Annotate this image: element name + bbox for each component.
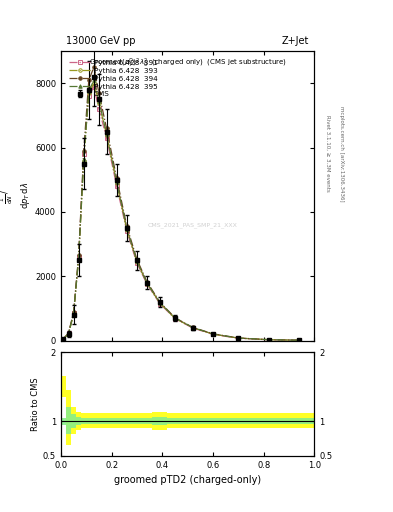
Pythia 6.428  393 xyxy=(190,325,195,331)
Pythia 6.428  393 xyxy=(76,255,81,262)
Pythia 6.428  391 xyxy=(125,228,129,234)
Line: Pythia 6.428  394: Pythia 6.428 394 xyxy=(62,66,301,342)
Pythia 6.428  395 xyxy=(114,179,119,185)
Text: 13000 GeV pp: 13000 GeV pp xyxy=(66,36,136,46)
Pythia 6.428  395 xyxy=(158,300,162,306)
Text: Groomed$(p_T^D)^2\lambda_0^2$  (charged only)  (CMS jet substructure): Groomed$(p_T^D)^2\lambda_0^2$ (charged o… xyxy=(88,57,287,70)
Text: CMS_2021_PAS_SMP_21_XXX: CMS_2021_PAS_SMP_21_XXX xyxy=(148,222,238,228)
Pythia 6.428  395 xyxy=(125,226,129,232)
Pythia 6.428  391 xyxy=(97,106,101,112)
Pythia 6.428  391 xyxy=(104,135,109,141)
Pythia 6.428  393 xyxy=(135,259,140,265)
Pythia 6.428  394 xyxy=(66,330,71,336)
Pythia 6.428  393 xyxy=(236,335,241,341)
Text: mcplots.cern.ch [arXiv:1306.3436]: mcplots.cern.ch [arXiv:1306.3436] xyxy=(340,106,344,201)
Text: Rivet 3.1.10, ≥ 3.3M events: Rivet 3.1.10, ≥ 3.3M events xyxy=(326,115,331,192)
Pythia 6.428  394 xyxy=(145,279,149,285)
Pythia 6.428  394 xyxy=(61,336,66,342)
Pythia 6.428  394 xyxy=(71,309,76,315)
Line: Pythia 6.428  395: Pythia 6.428 395 xyxy=(62,78,301,342)
Pythia 6.428  395 xyxy=(236,335,241,341)
Pythia 6.428  394 xyxy=(86,77,91,83)
Pythia 6.428  391 xyxy=(61,335,66,342)
Pythia 6.428  391 xyxy=(297,337,301,344)
Pythia 6.428  394 xyxy=(190,324,195,330)
Pythia 6.428  391 xyxy=(76,254,81,260)
Pythia 6.428  393 xyxy=(173,315,177,322)
Pythia 6.428  393 xyxy=(92,80,96,87)
Pythia 6.428  395 xyxy=(76,254,81,261)
Pythia 6.428  393 xyxy=(86,90,91,96)
Pythia 6.428  391 xyxy=(66,330,71,336)
Pythia 6.428  394 xyxy=(104,125,109,132)
Pythia 6.428  395 xyxy=(86,88,91,94)
Y-axis label: Ratio to CMS: Ratio to CMS xyxy=(31,377,40,431)
Pythia 6.428  394 xyxy=(173,315,177,321)
Y-axis label: $\frac{1}{\mathrm{d}N}\,/\,$
$\mathrm{d}p_T\,\mathrm{d}\lambda$: $\frac{1}{\mathrm{d}N}\,/\,$ $\mathrm{d}… xyxy=(0,182,32,209)
Pythia 6.428  394 xyxy=(114,175,119,181)
Pythia 6.428  393 xyxy=(61,336,66,342)
Pythia 6.428  391 xyxy=(71,310,76,316)
Pythia 6.428  391 xyxy=(81,151,86,157)
Pythia 6.428  391 xyxy=(236,335,241,342)
Pythia 6.428  391 xyxy=(158,301,162,307)
Pythia 6.428  395 xyxy=(71,310,76,316)
X-axis label: groomed pTD2 (charged-only): groomed pTD2 (charged-only) xyxy=(114,475,261,485)
Pythia 6.428  395 xyxy=(145,280,149,286)
Pythia 6.428  395 xyxy=(211,331,215,337)
Pythia 6.428  393 xyxy=(81,158,86,164)
Pythia 6.428  391 xyxy=(266,337,271,343)
Pythia 6.428  393 xyxy=(266,336,271,343)
Pythia 6.428  394 xyxy=(125,223,129,229)
Pythia 6.428  393 xyxy=(125,227,129,233)
Pythia 6.428  393 xyxy=(71,311,76,317)
Pythia 6.428  393 xyxy=(66,331,71,337)
Pythia 6.428  395 xyxy=(190,325,195,331)
Pythia 6.428  395 xyxy=(66,331,71,337)
Pythia 6.428  394 xyxy=(135,257,140,263)
Pythia 6.428  395 xyxy=(173,315,177,321)
Pythia 6.428  393 xyxy=(211,331,215,337)
Pythia 6.428  395 xyxy=(104,131,109,137)
Pythia 6.428  391 xyxy=(92,83,96,90)
Pythia 6.428  393 xyxy=(114,180,119,186)
Pythia 6.428  391 xyxy=(86,93,91,99)
Pythia 6.428  394 xyxy=(297,337,301,343)
Pythia 6.428  391 xyxy=(211,331,215,337)
Pythia 6.428  391 xyxy=(190,325,195,331)
Pythia 6.428  394 xyxy=(236,335,241,341)
Pythia 6.428  395 xyxy=(135,259,140,265)
Pythia 6.428  394 xyxy=(76,252,81,259)
Pythia 6.428  395 xyxy=(61,336,66,342)
Line: Pythia 6.428  393: Pythia 6.428 393 xyxy=(62,81,301,342)
Pythia 6.428  395 xyxy=(92,77,96,83)
Pythia 6.428  394 xyxy=(211,331,215,337)
Pythia 6.428  394 xyxy=(92,64,96,70)
Pythia 6.428  394 xyxy=(97,90,101,96)
Pythia 6.428  393 xyxy=(297,337,301,344)
Pythia 6.428  391 xyxy=(114,183,119,189)
Pythia 6.428  394 xyxy=(266,336,271,343)
Pythia 6.428  395 xyxy=(297,337,301,344)
Pythia 6.428  391 xyxy=(173,315,177,322)
Pythia 6.428  395 xyxy=(81,156,86,162)
Pythia 6.428  391 xyxy=(145,281,149,287)
Pythia 6.428  394 xyxy=(81,148,86,154)
Pythia 6.428  395 xyxy=(97,98,101,104)
Pythia 6.428  395 xyxy=(266,336,271,343)
Pythia 6.428  393 xyxy=(104,132,109,138)
Pythia 6.428  393 xyxy=(145,281,149,287)
Pythia 6.428  393 xyxy=(97,99,101,105)
Text: Z+Jet: Z+Jet xyxy=(282,36,309,46)
Pythia 6.428  391 xyxy=(135,260,140,266)
Line: Pythia 6.428  391: Pythia 6.428 391 xyxy=(62,85,301,342)
Pythia 6.428  394 xyxy=(158,299,162,305)
Pythia 6.428  393 xyxy=(158,300,162,306)
Legend: Pythia 6.428  391, Pythia 6.428  393, Pythia 6.428  394, Pythia 6.428  395, CMS: Pythia 6.428 391, Pythia 6.428 393, Pyth… xyxy=(67,58,160,99)
